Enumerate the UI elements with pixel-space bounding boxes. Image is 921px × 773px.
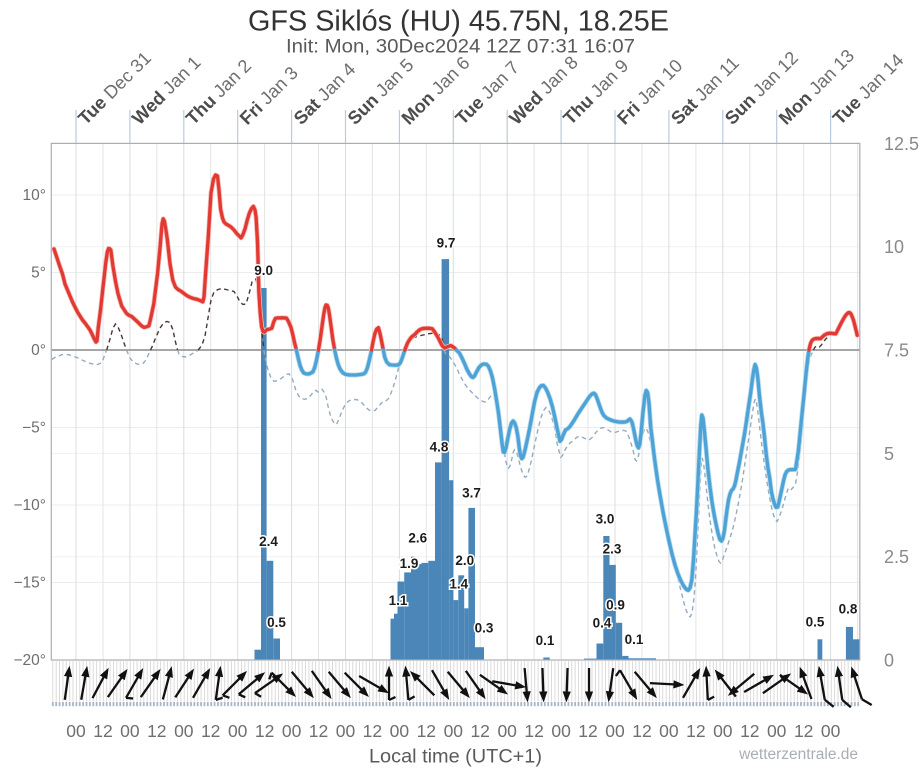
svg-text:12: 12 (794, 721, 813, 741)
svg-text:3.0: 3.0 (596, 512, 615, 527)
svg-text:Local time (UTC+1): Local time (UTC+1) (369, 747, 542, 768)
svg-text:00: 00 (767, 721, 787, 741)
svg-text:12: 12 (524, 721, 543, 741)
svg-text:5: 5 (884, 444, 894, 464)
svg-text:0.1: 0.1 (536, 633, 555, 648)
svg-text:2.6: 2.6 (408, 531, 427, 546)
svg-text:00: 00 (66, 721, 86, 741)
svg-text:00: 00 (228, 721, 248, 741)
svg-text:00: 00 (336, 721, 356, 741)
svg-text:0.5: 0.5 (267, 615, 286, 630)
svg-text:12: 12 (740, 721, 759, 741)
svg-text:2.3: 2.3 (603, 542, 622, 557)
svg-text:00: 00 (713, 721, 733, 741)
svg-text:12.5: 12.5 (884, 134, 919, 154)
svg-text:12: 12 (417, 721, 436, 741)
svg-text:00: 00 (282, 721, 302, 741)
svg-text:0.3: 0.3 (475, 621, 494, 636)
svg-text:00: 00 (605, 721, 625, 741)
svg-text:wetterzentrale.de: wetterzentrale.de (738, 746, 858, 763)
svg-text:0.8: 0.8 (839, 602, 858, 617)
svg-text:00: 00 (390, 721, 410, 741)
svg-text:12: 12 (255, 721, 274, 741)
svg-text:GFS Siklós (HU) 45.75N, 18.25E: GFS Siklós (HU) 45.75N, 18.25E (248, 5, 669, 37)
svg-text:00: 00 (821, 721, 841, 741)
svg-text:00: 00 (174, 721, 194, 741)
svg-text:00: 00 (551, 721, 571, 741)
svg-text:12: 12 (363, 721, 382, 741)
svg-text:00: 00 (120, 721, 140, 741)
svg-text:−5°: −5° (22, 420, 46, 437)
svg-text:−20°: −20° (14, 652, 47, 669)
svg-text:00: 00 (444, 721, 464, 741)
svg-text:0.4: 0.4 (593, 616, 612, 631)
svg-text:12: 12 (93, 721, 112, 741)
svg-text:0°: 0° (31, 342, 46, 359)
svg-text:12: 12 (470, 721, 489, 741)
svg-text:5°: 5° (31, 265, 46, 282)
svg-text:12: 12 (632, 721, 651, 741)
svg-text:−10°: −10° (14, 497, 47, 514)
svg-text:9.7: 9.7 (437, 236, 456, 251)
svg-text:1.9: 1.9 (400, 556, 419, 571)
svg-text:1.4: 1.4 (449, 577, 468, 592)
svg-text:10: 10 (884, 237, 904, 257)
svg-text:0: 0 (884, 651, 894, 671)
svg-text:1.1: 1.1 (389, 593, 408, 608)
svg-text:3.7: 3.7 (462, 486, 481, 501)
svg-text:2.4: 2.4 (259, 534, 278, 549)
svg-text:12: 12 (578, 721, 597, 741)
svg-text:2.5: 2.5 (884, 547, 909, 567)
svg-text:00: 00 (659, 721, 679, 741)
svg-text:2.0: 2.0 (455, 553, 474, 568)
svg-text:10°: 10° (23, 187, 46, 204)
svg-text:0.9: 0.9 (606, 598, 625, 613)
svg-text:Init: Mon, 30Dec2024 12Z 07:31: Init: Mon, 30Dec2024 12Z 07:31 16:07 (286, 37, 635, 58)
svg-text:−15°: −15° (14, 575, 47, 592)
svg-text:12: 12 (686, 721, 705, 741)
svg-text:00: 00 (497, 721, 517, 741)
svg-text:4.8: 4.8 (430, 440, 449, 455)
svg-text:9.0: 9.0 (254, 263, 273, 278)
svg-text:0.1: 0.1 (625, 632, 644, 647)
svg-text:12: 12 (147, 721, 166, 741)
svg-text:7.5: 7.5 (884, 341, 909, 361)
svg-text:12: 12 (309, 721, 328, 741)
svg-text:0.5: 0.5 (806, 615, 825, 630)
svg-text:12: 12 (201, 721, 220, 741)
